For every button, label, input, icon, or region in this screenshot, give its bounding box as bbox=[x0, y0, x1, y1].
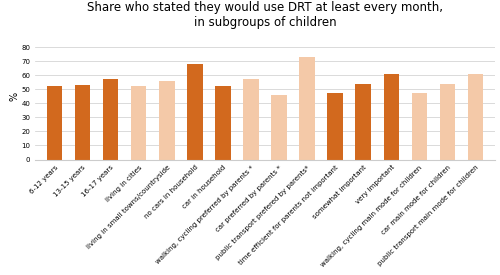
Title: Share who stated they would use DRT at least every month,
in subgroups of childr: Share who stated they would use DRT at l… bbox=[87, 1, 443, 29]
Bar bbox=[412, 94, 427, 160]
Bar bbox=[244, 79, 258, 160]
Bar bbox=[75, 85, 90, 160]
Bar bbox=[47, 86, 62, 160]
Bar bbox=[300, 57, 315, 160]
Bar bbox=[384, 74, 399, 160]
Bar bbox=[187, 64, 202, 160]
Bar bbox=[356, 84, 371, 160]
Bar bbox=[328, 94, 343, 160]
Bar bbox=[272, 95, 286, 160]
Bar bbox=[215, 86, 230, 160]
Y-axis label: %: % bbox=[10, 92, 20, 101]
Bar bbox=[131, 86, 146, 160]
Bar bbox=[440, 84, 455, 160]
Bar bbox=[159, 81, 174, 160]
Bar bbox=[468, 74, 483, 160]
Bar bbox=[103, 79, 118, 160]
